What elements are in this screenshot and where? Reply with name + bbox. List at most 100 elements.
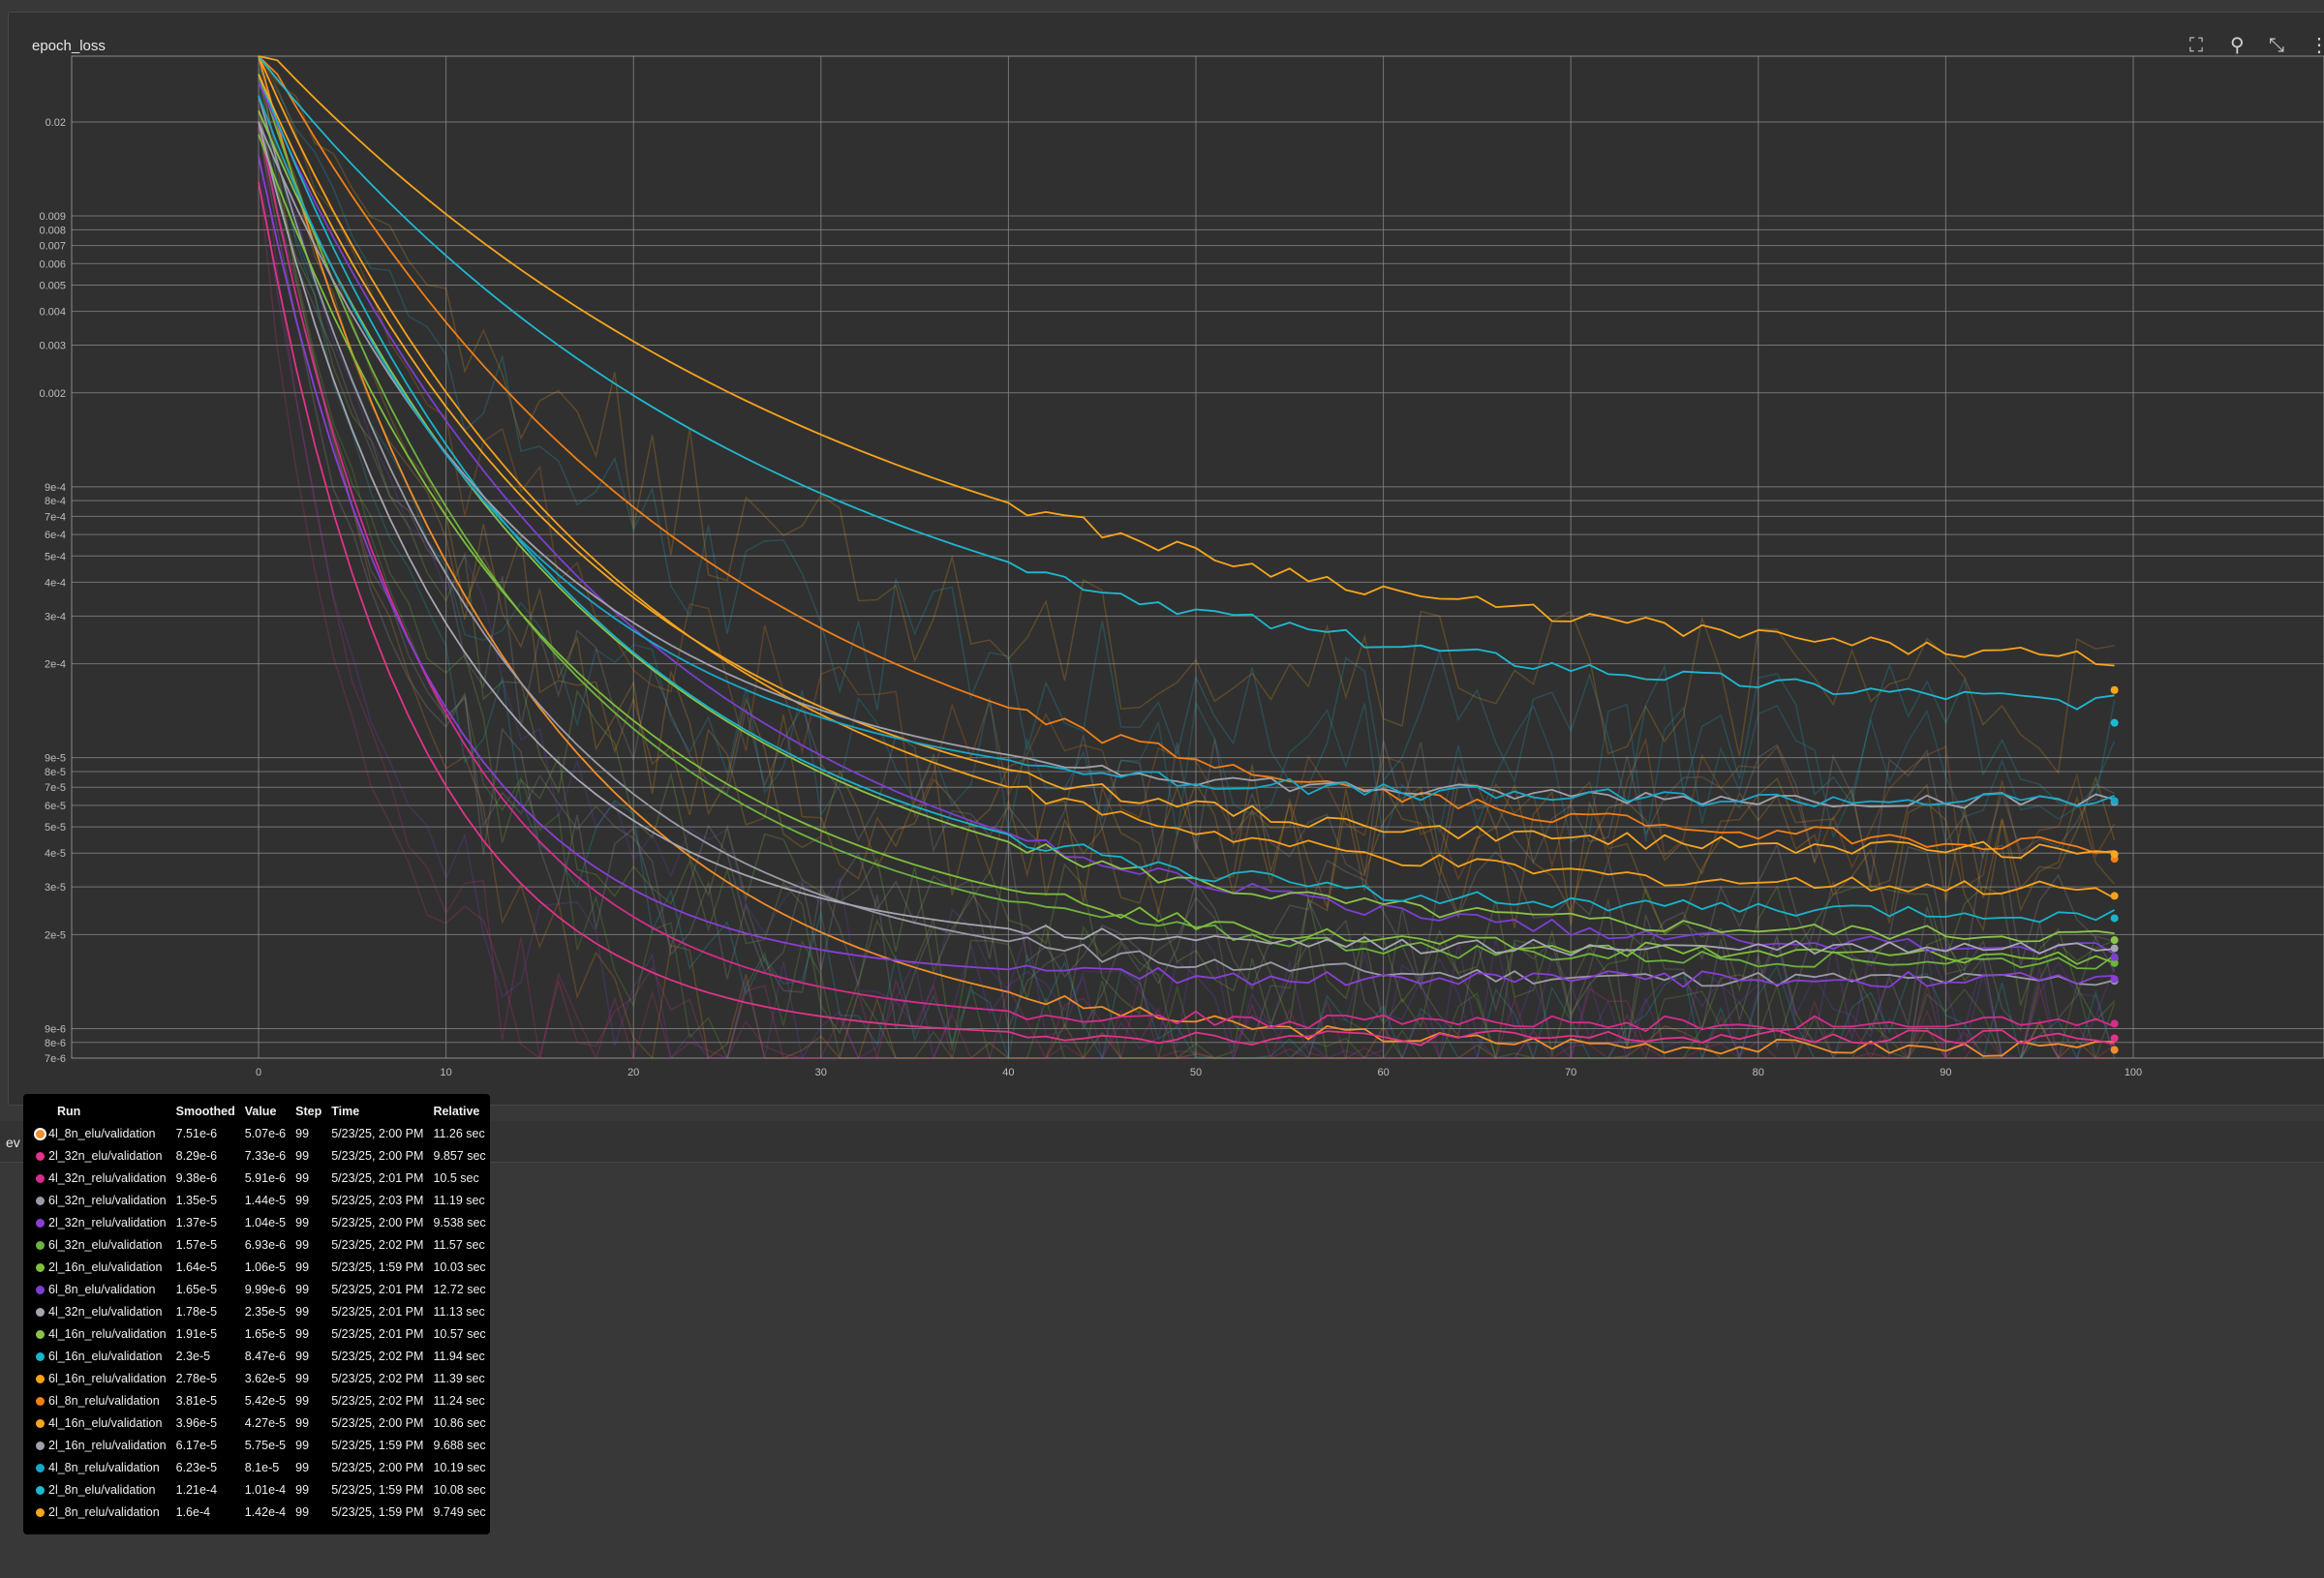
tooltip-row: 6l_32n_elu/validation 1.57e-5 6.93e-6 99 5/2… xyxy=(31,1233,491,1256)
tooltip-cell-step: 99 xyxy=(295,1438,310,1452)
tooltip-cell-smoothed: 1.37e-5 xyxy=(175,1215,218,1229)
raw-line-4l-32n-elu-validation xyxy=(258,128,2116,991)
tooltip-cell-step: 99 xyxy=(295,1304,310,1319)
y-tick-label: 2e-4 xyxy=(45,659,66,671)
hover-tooltip: Run Smoothed Value Step Time Relative 4l_8n_e… xyxy=(23,1094,490,1534)
tooltip-cell-step: 99 xyxy=(295,1148,310,1163)
run-color-dot-icon xyxy=(36,1173,45,1183)
tooltip-run-name: 2l_16n_elu/validation xyxy=(31,1256,171,1278)
series-layer xyxy=(258,55,2116,1061)
tooltip-run-label: 6l_32n_elu/validation xyxy=(48,1237,163,1252)
end-marker-2l-8n-elu-validation xyxy=(2110,718,2119,727)
tooltip-cell-value: 5.07e-6 xyxy=(244,1126,287,1140)
run-color-dot-icon xyxy=(36,1307,45,1317)
tooltip-cell-value: 7.33e-6 xyxy=(244,1148,287,1163)
tooltip-run-label: 6l_32n_relu/validation xyxy=(48,1193,167,1207)
tooltip-cell-relative: 11.94 sec xyxy=(433,1349,485,1363)
series-line-2l-16n-relu-validation xyxy=(258,121,2115,809)
raw-line-2l-8n-relu-validation xyxy=(258,55,2115,775)
tooltip-cell-time: 5/23/25, 2:01 PM xyxy=(331,1326,424,1341)
tooltip-cell-value: 8.1e-5 xyxy=(244,1460,280,1474)
line-chart[interactable]: 0.02 0.009 0.008 0.007 0.006 0.005 0.004 0.003 0… xyxy=(0,0,2324,1104)
run-color-dot-icon xyxy=(36,1151,45,1161)
tooltip-header-run: Run xyxy=(57,1105,81,1118)
tooltip-row: 4l_32n_relu/validation 9.38e-6 5.91e-6 99 5/… xyxy=(31,1167,491,1189)
y-tick-label: 0.006 xyxy=(39,258,66,270)
tooltip-run-name: 6l_16n_elu/validation xyxy=(31,1345,171,1367)
run-color-dot-icon xyxy=(36,1507,45,1517)
tooltip-cell-time: 5/23/25, 1:59 PM xyxy=(331,1504,424,1519)
y-tick-label: 9e-5 xyxy=(45,753,66,765)
tooltip-cell-relative: 9.749 sec xyxy=(433,1504,486,1519)
tooltip-row: 4l_16n_elu/validation 3.96e-5 4.27e-5 99 5/2… xyxy=(31,1411,491,1434)
more-vert-icon[interactable]: ⋮ xyxy=(2309,35,2324,56)
tooltip-cell-time: 5/23/25, 2:02 PM xyxy=(331,1349,424,1363)
tooltip-cell-smoothed: 8.29e-6 xyxy=(175,1148,218,1163)
tooltip-cell-step: 99 xyxy=(295,1504,310,1519)
tooltip-cell-relative: 9.688 sec xyxy=(433,1438,486,1452)
run-color-dot-icon xyxy=(36,1463,45,1472)
tooltip-cell-time: 5/23/25, 2:01 PM xyxy=(331,1282,424,1296)
raw-line-4l-32n-relu-validation xyxy=(258,109,2115,1061)
tooltip-cell-step: 99 xyxy=(295,1126,310,1140)
series-line-4l-16n-relu-validation xyxy=(258,110,2115,943)
tooltip-header-row: Run Smoothed Value Step Time Relative xyxy=(31,1102,491,1122)
tooltip-cell-smoothed: 1.78e-5 xyxy=(175,1304,218,1319)
series-line-6l-16n-elu-validation xyxy=(258,74,2116,924)
y-tick-label: 9e-6 xyxy=(45,1023,66,1035)
tooltip-run-label: 4l_32n_elu/validation xyxy=(48,1304,163,1319)
tooltip-header-relative: Relative xyxy=(433,1105,480,1118)
tooltip-row: 2l_8n_relu/validation 1.6e-4 1.42e-4 99 5/23… xyxy=(31,1501,491,1523)
run-color-dot-icon xyxy=(36,1396,45,1406)
tooltip-cell-relative: 10.08 sec xyxy=(433,1482,486,1497)
series-line-6l-16n-relu-validation xyxy=(258,55,2116,899)
tooltip-cell-step: 99 xyxy=(295,1482,310,1497)
tooltip-cell-smoothed: 1.57e-5 xyxy=(175,1237,218,1252)
tooltip-cell-step: 99 xyxy=(295,1415,310,1430)
run-color-dot-icon xyxy=(36,1374,45,1383)
tooltip-run-name: 4l_8n_relu/validation xyxy=(31,1456,171,1478)
y-tick-label: 7e-5 xyxy=(45,782,66,794)
tooltip-row: 6l_8n_elu/validation 1.65e-5 9.99e-6 99 5/23… xyxy=(31,1278,491,1300)
series-line-4l-32n-relu-validation xyxy=(258,121,2115,1033)
end-markers xyxy=(2110,685,2119,1054)
tooltip-row: 6l_16n_relu/validation 2.78e-5 3.62e-5 99 5/… xyxy=(31,1367,491,1389)
tooltip-run-label: 4l_16n_elu/validation xyxy=(48,1415,163,1430)
y-tick-label: 6e-5 xyxy=(45,801,66,812)
tooltip-cell-value: 1.01e-4 xyxy=(244,1482,287,1497)
raw-line-6l-8n-elu-validation xyxy=(258,94,2116,1061)
tooltip-cell-value: 9.99e-6 xyxy=(244,1282,287,1296)
x-tick-label: 70 xyxy=(1565,1067,1576,1078)
tooltip-cell-time: 5/23/25, 1:59 PM xyxy=(331,1482,424,1497)
tooltip-row: 6l_32n_relu/validation 1.35e-5 1.44e-5 99 5/… xyxy=(31,1189,491,1211)
end-marker-4l-32n-elu-validation xyxy=(2110,944,2119,953)
x-tick-label: 100 xyxy=(2125,1067,2142,1078)
tooltip-cell-value: 1.65e-5 xyxy=(244,1326,287,1341)
series-line-6l-8n-elu-validation xyxy=(258,81,2116,956)
tooltip-cell-value: 1.06e-5 xyxy=(244,1259,287,1274)
fit-domain-icon[interactable]: ⛶ xyxy=(2189,35,2203,56)
tooltip-run-label: 2l_8n_relu/validation xyxy=(48,1504,160,1519)
raw-line-2l-32n-elu-validation xyxy=(258,176,2116,1061)
tooltip-cell-relative: 10.03 sec xyxy=(433,1259,486,1274)
x-tick-label: 40 xyxy=(1002,1067,1014,1078)
tooltip-run-label: 4l_8n_relu/validation xyxy=(48,1460,160,1474)
end-marker-4l-32n-relu-validation xyxy=(2110,1019,2119,1028)
tooltip-cell-value: 1.04e-5 xyxy=(244,1215,287,1229)
tooltip-run-name: 2l_8n_relu/validation xyxy=(31,1501,171,1523)
y-tick-label: 4e-5 xyxy=(45,848,66,860)
tooltip-run-name: 2l_16n_relu/validation xyxy=(31,1434,171,1456)
tooltip-cell-time: 5/23/25, 2:00 PM xyxy=(331,1126,424,1140)
y-tick-label: 0.003 xyxy=(39,341,66,352)
tooltip-run-label: 4l_16n_relu/validation xyxy=(48,1326,167,1341)
tooltip-cell-time: 5/23/25, 2:00 PM xyxy=(331,1215,424,1229)
tooltip-cell-smoothed: 1.6e-4 xyxy=(175,1504,211,1519)
y-tick-label: 5e-5 xyxy=(45,822,66,834)
tooltip-header-smoothed: Smoothed xyxy=(175,1105,235,1118)
pin-icon[interactable]: ⚲ xyxy=(2230,35,2245,56)
tooltip-run-name: 4l_16n_elu/validation xyxy=(31,1411,171,1434)
x-tick-label: 0 xyxy=(256,1067,261,1078)
tooltip-cell-smoothed: 2.78e-5 xyxy=(175,1371,218,1385)
collapse-icon[interactable]: ⤡ xyxy=(2269,35,2284,56)
raw-line-4l-8n-elu-validation xyxy=(258,56,2115,1060)
